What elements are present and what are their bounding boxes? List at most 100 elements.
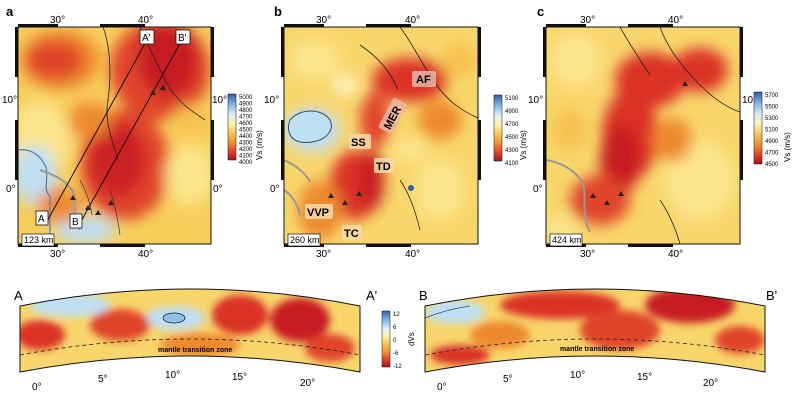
svg-text:4900: 4900 [765,139,779,145]
panel-label-c: c [537,4,544,19]
map-panel-a: a 30° 40° 30° 40° 10° 0° 10° 0° [2,4,264,260]
svg-text:5°: 5° [98,374,108,385]
svg-text:6: 6 [393,325,397,331]
profile-label-b-end: B' [178,33,187,44]
lat-label-a-10-right: 10° [212,95,227,106]
lon-label-c-30-bottom: 30° [580,249,595,260]
lon-label-b-40-bottom: 40° [405,249,420,260]
svg-text:-12: -12 [393,364,402,370]
svg-text:10°: 10° [165,370,180,381]
panel-label-b: b [274,4,282,19]
annotation-af: AF [416,74,431,86]
map-panel-b: b 30° 40° 30° 40° 10° 0° [264,4,528,260]
colorbar-b: Vs (m/s) 5100 4900 4700 4500 4300 4100 [493,94,528,167]
cross-section-a: A A' mantle transition zone 0° 5° 10° 15… [14,288,377,393]
map-b-annotations: AF SS TD VVP TC MER [305,71,436,240]
svg-text:4600: 4600 [239,121,253,127]
lon-label-b-40: 40° [405,15,420,26]
annotation-ss: SS [351,137,366,149]
xsec-a-start-label: A [14,288,23,303]
colorbar-c: Vs (m/s) 5700 5500 5300 5100 4900 4700 4… [753,91,792,168]
svg-text:-6: -6 [393,351,399,357]
panel-label-a: a [6,4,14,19]
xsec-a-ticks: 0° 5° 10° 15° 20° [32,370,315,393]
svg-text:4500: 4500 [505,135,519,141]
xsec-a-outline [19,288,361,373]
lat-label-c-10-right: 10° [742,95,757,106]
svg-text:10°: 10° [570,370,585,381]
svg-text:4200: 4200 [239,147,253,153]
depth-label-b: 260 km [290,235,320,245]
svg-text:4300: 4300 [505,148,519,154]
colorbar-a-ticks: 5000 4900 4800 4700 4600 4500 4400 4300 … [239,95,253,166]
xsec-b-start-label: B [419,288,428,303]
svg-text:4700: 4700 [765,151,779,157]
svg-text:4900: 4900 [505,109,519,115]
depth-label-c: 424 km [552,235,582,245]
svg-text:4800: 4800 [239,108,253,114]
map-panel-c: c 30° 40° 30° 40° 10° 0° 10° [528,4,792,260]
xsec-a-end-label: A' [366,288,377,303]
lat-label-a-10: 10° [2,95,17,106]
annotation-td: TD [376,161,391,173]
dvs-colorbar-title: dVs [407,332,416,346]
lat-label-c-0: 0° [533,184,543,195]
svg-text:5500: 5500 [765,105,779,111]
lon-label-b-30: 30° [316,15,331,26]
colorbar-a-title: Vs (m/s) [255,130,264,160]
lon-label-c-30: 30° [580,15,595,26]
lon-label-b-30-bottom: 30° [316,249,331,260]
svg-text:5300: 5300 [765,116,779,122]
colorbar-c-title: Vs (m/s) [783,132,792,162]
colorbar-b-title: Vs (m/s) [519,130,528,160]
svg-text:0°: 0° [437,382,447,393]
profile-label-a-start: A [38,214,45,225]
xsec-b-ticks: 0° 5° 10° 15° 20° [437,370,718,393]
lon-label-a-30: 30° [50,15,65,26]
svg-text:4500: 4500 [239,128,253,134]
svg-text:4700: 4700 [505,122,519,128]
svg-text:20°: 20° [300,378,315,389]
lon-label-a-40-bottom: 40° [138,249,153,260]
lon-label-c-40-bottom: 40° [668,249,683,260]
xsec-b-mtz-label: mantle transition zone [560,346,634,353]
lat-label-a-0: 0° [6,184,16,195]
svg-text:4500: 4500 [765,162,779,168]
lat-label-c-10: 10° [528,95,543,106]
svg-text:4400: 4400 [239,134,253,140]
lon-label-a-40: 40° [138,15,153,26]
xsec-a-mtz-label: mantle transition zone [158,347,232,354]
svg-text:0: 0 [393,338,397,344]
annotation-vvp: VVP [307,207,329,219]
svg-text:15°: 15° [637,372,652,383]
lon-label-c-40: 40° [668,15,683,26]
svg-text:4700: 4700 [239,115,253,121]
svg-text:15°: 15° [232,372,247,383]
lat-label-a-0-right: 0° [213,184,223,195]
velocity-field-a [18,27,211,244]
lat-label-b-0: 0° [270,184,280,195]
depth-label-a: 123 km [24,235,54,245]
cross-section-b: B B' mantle transition zone 0° 5° 10° 15… [419,288,777,393]
svg-text:12: 12 [393,312,400,318]
svg-text:5700: 5700 [765,93,779,99]
svg-text:5100: 5100 [505,96,519,102]
profile-label-b-start: B [72,217,79,228]
svg-text:5100: 5100 [765,128,779,134]
profile-label-a-end: A' [142,33,151,44]
svg-text:4900: 4900 [239,102,253,108]
lat-label-b-10: 10° [264,95,279,106]
colorbar-c-ticks: 5700 5500 5300 5100 4900 4700 4500 [765,93,779,168]
svg-text:4300: 4300 [239,141,253,147]
velocity-field-c [546,27,740,244]
xsec-b-end-label: B' [766,288,777,303]
svg-text:5°: 5° [503,374,513,385]
colorbar-a: Vs (m/s) 5000 4900 4800 4700 4600 4500 4… [227,93,264,166]
dvs-colorbar-ticks: 12 6 0 -6 -12 [393,312,402,370]
svg-text:4100: 4100 [505,161,519,167]
colorbar-b-ticks: 5100 4900 4700 4500 4300 4100 [505,96,519,167]
velocity-field-b [284,27,478,244]
svg-text:4100: 4100 [239,154,253,160]
svg-text:5000: 5000 [239,95,253,101]
